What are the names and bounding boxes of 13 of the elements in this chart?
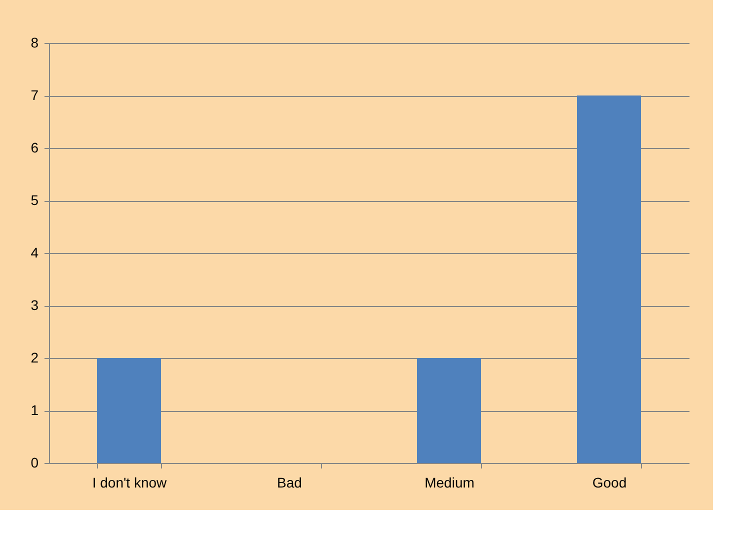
y-tick-label: 7	[30, 87, 39, 103]
y-tick-label: 0	[30, 454, 39, 470]
x-tick-label: Bad	[277, 474, 302, 490]
y-tick-label: 8	[30, 34, 39, 50]
y-tick-label: 5	[30, 192, 39, 208]
y-tick-label: 4	[30, 244, 39, 260]
x-tick-label: I don't know	[92, 474, 168, 490]
y-tick-label: 2	[30, 350, 39, 366]
y-tick-label: 6	[30, 140, 39, 156]
x-tick-label: Medium	[424, 474, 474, 490]
y-tick-label: 1	[30, 402, 39, 418]
y-tick-label: 3	[30, 297, 39, 313]
x-tick-label: Good	[592, 474, 627, 490]
